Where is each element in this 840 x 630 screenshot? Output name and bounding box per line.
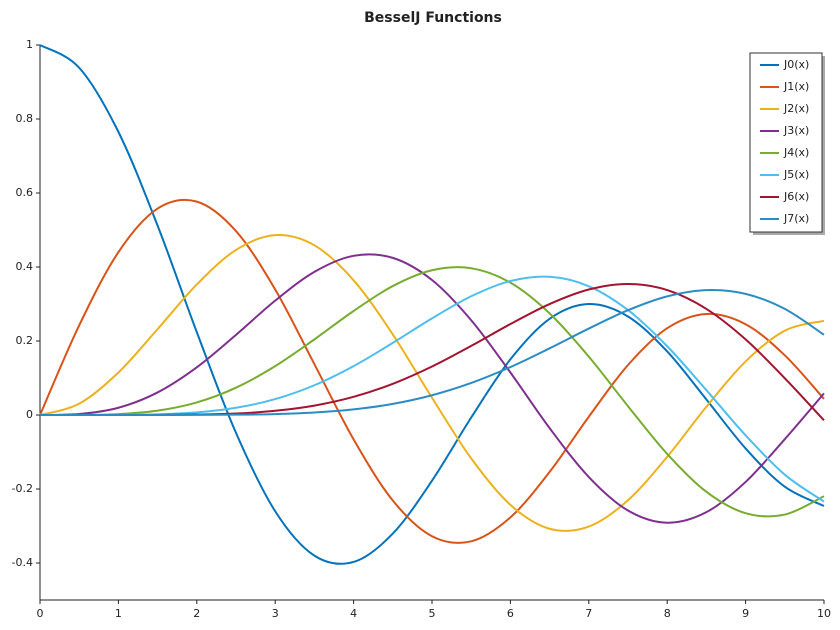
legend-label: J2(x) bbox=[783, 102, 809, 115]
x-tick-label: 1 bbox=[115, 607, 122, 620]
series-line bbox=[39, 253, 825, 524]
legend-label: J1(x) bbox=[783, 80, 809, 93]
x-tick-label: 3 bbox=[272, 607, 279, 620]
x-tick-label: 8 bbox=[664, 607, 671, 620]
x-tick-label: 9 bbox=[742, 607, 749, 620]
series-line bbox=[39, 234, 825, 532]
legend-label: J6(x) bbox=[783, 190, 809, 203]
legend-label: J3(x) bbox=[783, 124, 809, 137]
x-tick-label: 0 bbox=[37, 607, 44, 620]
legend-label: J0(x) bbox=[783, 58, 809, 71]
legend-box bbox=[749, 52, 823, 233]
x-tick-label: 10 bbox=[817, 607, 831, 620]
legend-label: J7(x) bbox=[783, 212, 809, 225]
x-tick-label: 7 bbox=[585, 607, 592, 620]
series-line bbox=[39, 266, 825, 518]
y-tick-label: -0.4 bbox=[12, 556, 33, 569]
x-tick-label: 6 bbox=[507, 607, 514, 620]
y-tick-label: 1 bbox=[26, 38, 33, 51]
x-tick-label: 5 bbox=[429, 607, 436, 620]
series-line bbox=[39, 198, 825, 544]
legend-label: J4(x) bbox=[783, 146, 809, 159]
x-tick-label: 4 bbox=[350, 607, 357, 620]
y-tick-label: 0 bbox=[26, 408, 33, 421]
series-line bbox=[39, 275, 825, 503]
y-tick-label: 0.2 bbox=[16, 334, 34, 347]
y-tick-label: -0.2 bbox=[12, 482, 33, 495]
x-tick-label: 2 bbox=[193, 607, 200, 620]
chart-title: BesselJ Functions bbox=[364, 10, 502, 26]
y-tick-label: 0.6 bbox=[16, 186, 34, 199]
series-line bbox=[39, 44, 825, 565]
y-tick-label: 0.8 bbox=[16, 112, 34, 125]
series-line bbox=[40, 289, 825, 417]
y-tick-label: 0.4 bbox=[16, 260, 34, 273]
legend-label: J5(x) bbox=[783, 168, 809, 181]
